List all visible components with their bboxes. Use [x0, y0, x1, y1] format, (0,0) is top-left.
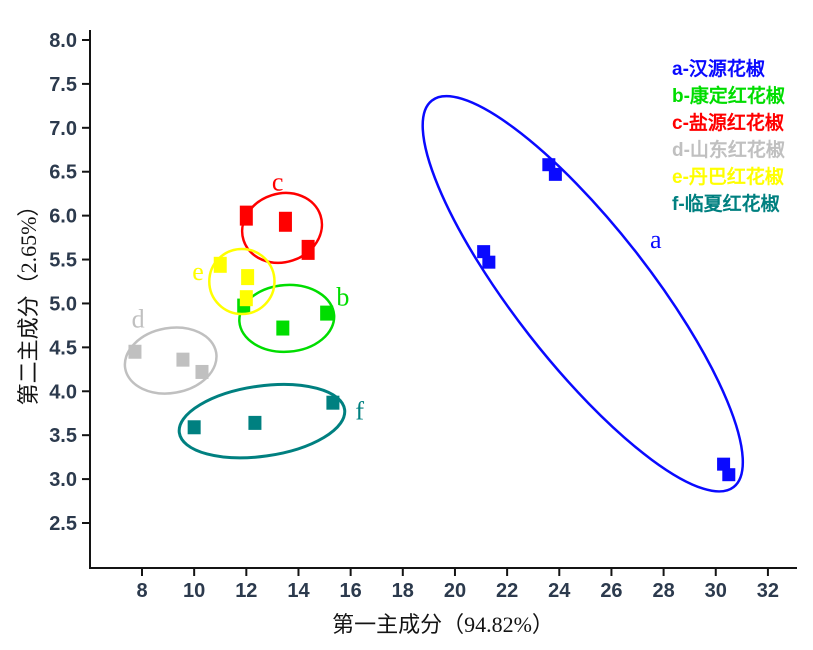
cluster-f-label: f	[355, 396, 364, 425]
y-axis-title: 第二主成分（2.65%）	[16, 194, 41, 406]
cluster-b-point	[276, 320, 290, 336]
cluster-e-point	[213, 256, 227, 273]
cluster-f-ellipse	[177, 382, 347, 460]
x-axis-title: 第一主成分（94.82%）	[332, 612, 554, 637]
legend-item-b: b-康定红花椒	[672, 86, 785, 107]
legend-item-c: c-盐源红花椒	[672, 113, 784, 134]
x-tick-label: 30	[705, 580, 727, 602]
cluster-a-ellipse	[421, 94, 745, 493]
x-tick-label: 20	[444, 580, 466, 602]
cluster-a-label: a	[650, 225, 662, 254]
legend-item-e: e-丹巴红花椒	[672, 167, 784, 188]
cluster-e-point	[241, 269, 255, 286]
cluster-a-point	[548, 167, 562, 181]
cluster-c-label: c	[272, 167, 284, 196]
x-tick-label: 16	[340, 580, 362, 602]
y-tick-label: 3.0	[49, 469, 77, 491]
y-tick-label: 7.5	[49, 74, 77, 96]
cluster-b-label: b	[336, 282, 349, 311]
x-tick-label: 10	[183, 580, 205, 602]
y-tick-label: 4.0	[49, 381, 77, 403]
x-tick-label: 14	[287, 580, 310, 602]
cluster-b-point	[320, 305, 334, 321]
cluster-c-point	[278, 211, 292, 232]
y-tick-label: 4.5	[49, 337, 77, 359]
y-tick-label: 5.0	[49, 293, 77, 315]
cluster-a-point	[477, 245, 491, 259]
legend-item-d: d-山东红花椒	[672, 140, 785, 161]
axis-frame	[89, 30, 797, 569]
y-tick-label: 5.5	[49, 250, 77, 272]
y-tick-label: 8.0	[49, 30, 77, 52]
cluster-e-ellipse	[208, 247, 276, 316]
x-tick-label: 24	[548, 580, 571, 602]
x-tick-label: 32	[757, 580, 779, 602]
cluster-f-point	[248, 415, 262, 430]
cluster-a-point	[717, 457, 731, 471]
y-tick-label: 2.5	[49, 513, 77, 535]
cluster-e-label: e	[192, 257, 204, 286]
y-tick-label: 6.5	[49, 162, 77, 184]
cluster-d-point	[128, 344, 142, 359]
y-tick-label: 3.5	[49, 425, 77, 447]
x-tick-label: 28	[652, 580, 674, 602]
cluster-a-point	[722, 468, 736, 482]
x-tick-label: 12	[235, 580, 257, 602]
cluster-d-point	[195, 364, 209, 379]
y-tick-label: 7.0	[49, 118, 77, 140]
cluster-e-point	[239, 290, 253, 307]
x-tick-label: 8	[136, 580, 147, 602]
cluster-d-label: d	[132, 304, 145, 333]
cluster-d-ellipse	[123, 326, 218, 395]
x-tick-label: 22	[496, 580, 518, 602]
cluster-c-point	[301, 239, 315, 260]
x-tick-label: 18	[392, 580, 414, 602]
y-tick-label: 6.0	[49, 206, 77, 228]
legend: a-汉源花椒 b-康定红花椒 c-盐源红花椒 d-山东红花椒 e-丹巴红花椒 f-临夏红花…	[672, 56, 785, 218]
cluster-d-point	[176, 352, 190, 367]
cluster-f-point	[326, 395, 340, 410]
cluster-b-ellipse	[238, 283, 336, 354]
x-tick-label: 26	[600, 580, 622, 602]
legend-item-a: a-汉源花椒	[672, 59, 765, 80]
cluster-a-point	[482, 255, 496, 269]
cluster-f-point	[187, 420, 201, 435]
legend-item-f: f-临夏红花椒	[672, 194, 780, 215]
cluster-c-point	[239, 205, 253, 226]
